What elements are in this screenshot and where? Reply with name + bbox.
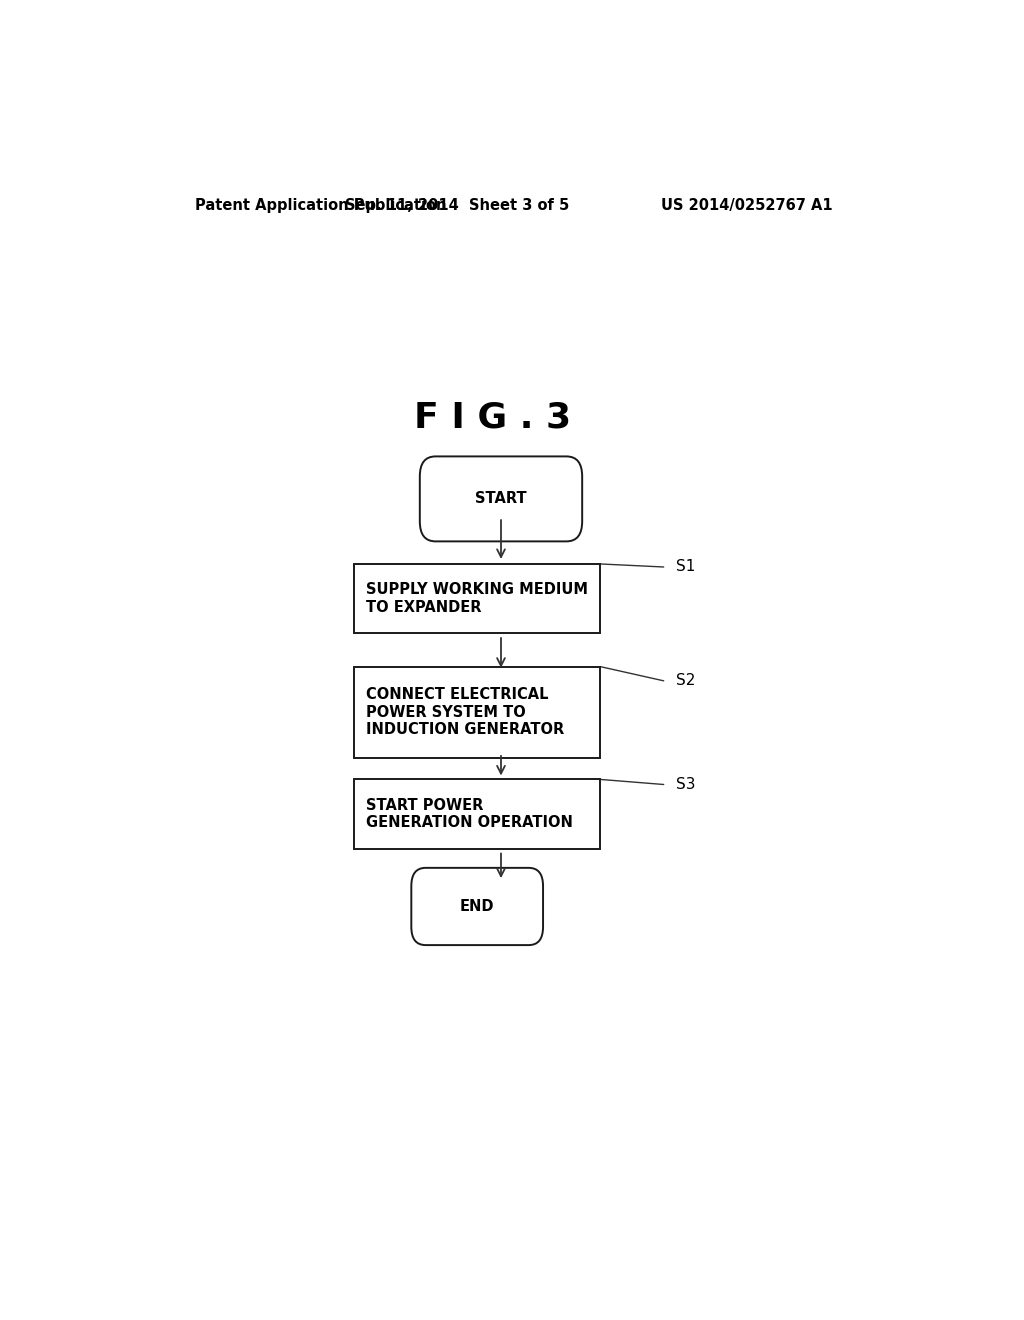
- Text: END: END: [460, 899, 495, 913]
- Text: Patent Application Publication: Patent Application Publication: [196, 198, 446, 213]
- FancyBboxPatch shape: [354, 667, 600, 758]
- Text: START: START: [475, 491, 526, 507]
- Text: S2: S2: [676, 673, 695, 688]
- Text: CONNECT ELECTRICAL
POWER SYSTEM TO
INDUCTION GENERATOR: CONNECT ELECTRICAL POWER SYSTEM TO INDUC…: [367, 688, 564, 738]
- Text: SUPPLY WORKING MEDIUM
TO EXPANDER: SUPPLY WORKING MEDIUM TO EXPANDER: [367, 582, 588, 615]
- FancyBboxPatch shape: [420, 457, 583, 541]
- Text: US 2014/0252767 A1: US 2014/0252767 A1: [662, 198, 833, 213]
- FancyBboxPatch shape: [354, 564, 600, 634]
- Text: S3: S3: [676, 777, 695, 792]
- Text: Sep. 11, 2014  Sheet 3 of 5: Sep. 11, 2014 Sheet 3 of 5: [345, 198, 569, 213]
- Text: S1: S1: [676, 560, 695, 574]
- Text: START POWER
GENERATION OPERATION: START POWER GENERATION OPERATION: [367, 797, 573, 830]
- FancyBboxPatch shape: [354, 779, 600, 849]
- Text: F I G . 3: F I G . 3: [415, 400, 571, 434]
- FancyBboxPatch shape: [412, 867, 543, 945]
